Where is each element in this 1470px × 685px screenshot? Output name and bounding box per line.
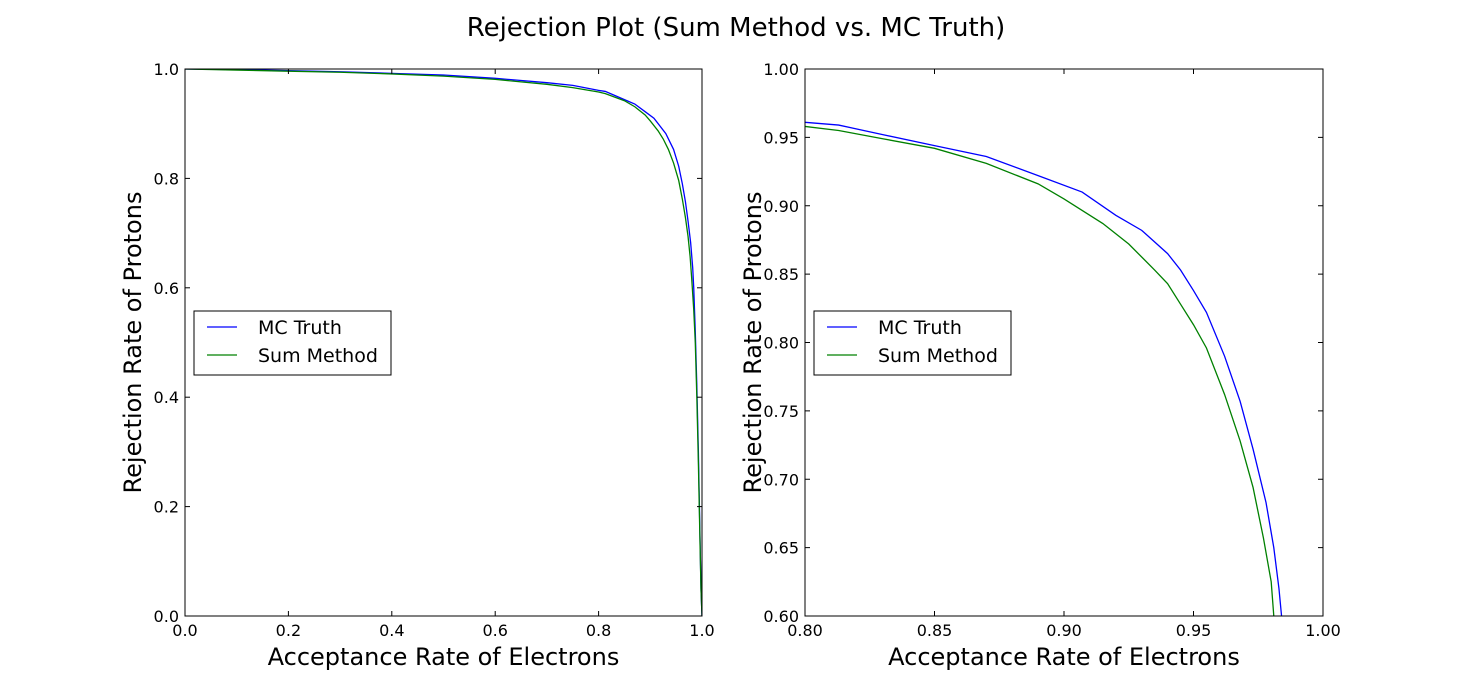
chart-panel-1: 0.0 0.2 0.4 0.6 0.8 1.0 0.0 0.2 0.4 0.6 0.8 1.0 Acce… [119, 60, 715, 671]
series-line-mc-truth [805, 121, 1283, 616]
chart-panel-2: 0.80 0.85 0.90 0.95 1.00 0.60 0.65 0.70 0.75 0.80… [739, 60, 1341, 671]
x-tick-label: 0.95 [1176, 621, 1212, 640]
x-tick-label: 0.90 [1046, 621, 1082, 640]
x-tick-label: 0.2 [276, 621, 301, 640]
legend-box [193, 310, 392, 376]
series-line-sum-method [805, 125, 1275, 616]
x-tick-label: 0.6 [482, 621, 507, 640]
figure-title: Rejection Plot (Sum Method vs. MC Truth) [467, 13, 1006, 43]
y-tick-label: 0.65 [763, 539, 799, 558]
legend-label: Sum Method [878, 345, 998, 367]
x-axis-label: Acceptance Rate of Electrons [268, 643, 620, 671]
y-axis-label: Rejection Rate of Protons [739, 192, 767, 494]
y-tick-label: 0.70 [763, 470, 799, 489]
x-tick-label: 0.0 [172, 621, 197, 640]
y-tick-label: 0.90 [763, 197, 799, 216]
y-tick-label: 0.8 [154, 169, 179, 188]
x-tick-label: 0.4 [379, 621, 404, 640]
plot-frame [184, 68, 703, 617]
x-tick-label: 0.85 [917, 621, 953, 640]
y-tick-label: 0.75 [763, 402, 799, 421]
legend: MC Truth Sum Method [813, 310, 1012, 376]
legend-label: MC Truth [878, 317, 962, 339]
y-tick-label: 0.95 [763, 128, 799, 147]
x-tick-label: 1.0 [689, 621, 714, 640]
series-line-sum-method [185, 69, 702, 616]
y-tick-label: 0.2 [154, 498, 179, 517]
y-tick-label: 0.6 [154, 279, 179, 298]
y-tick-label: 0.4 [154, 388, 179, 407]
y-tick-label: 0.85 [763, 265, 799, 284]
x-tick-label: 1.00 [1305, 621, 1341, 640]
y-tick-label: 0.0 [154, 607, 179, 626]
legend-label: MC Truth [258, 317, 342, 339]
y-tick-label: 0.80 [763, 334, 799, 353]
y-tick-label: 0.60 [763, 607, 799, 626]
x-tick-label: 0.8 [586, 621, 611, 640]
legend-label: Sum Method [258, 345, 378, 367]
y-tick-label: 1.00 [763, 60, 799, 79]
x-axis-label: Acceptance Rate of Electrons [888, 643, 1240, 671]
y-axis-label: Rejection Rate of Protons [119, 192, 147, 494]
legend: MC Truth Sum Method [193, 310, 392, 376]
legend-box [813, 310, 1012, 376]
y-tick-label: 1.0 [154, 60, 179, 79]
x-tick-label: 0.80 [787, 621, 823, 640]
